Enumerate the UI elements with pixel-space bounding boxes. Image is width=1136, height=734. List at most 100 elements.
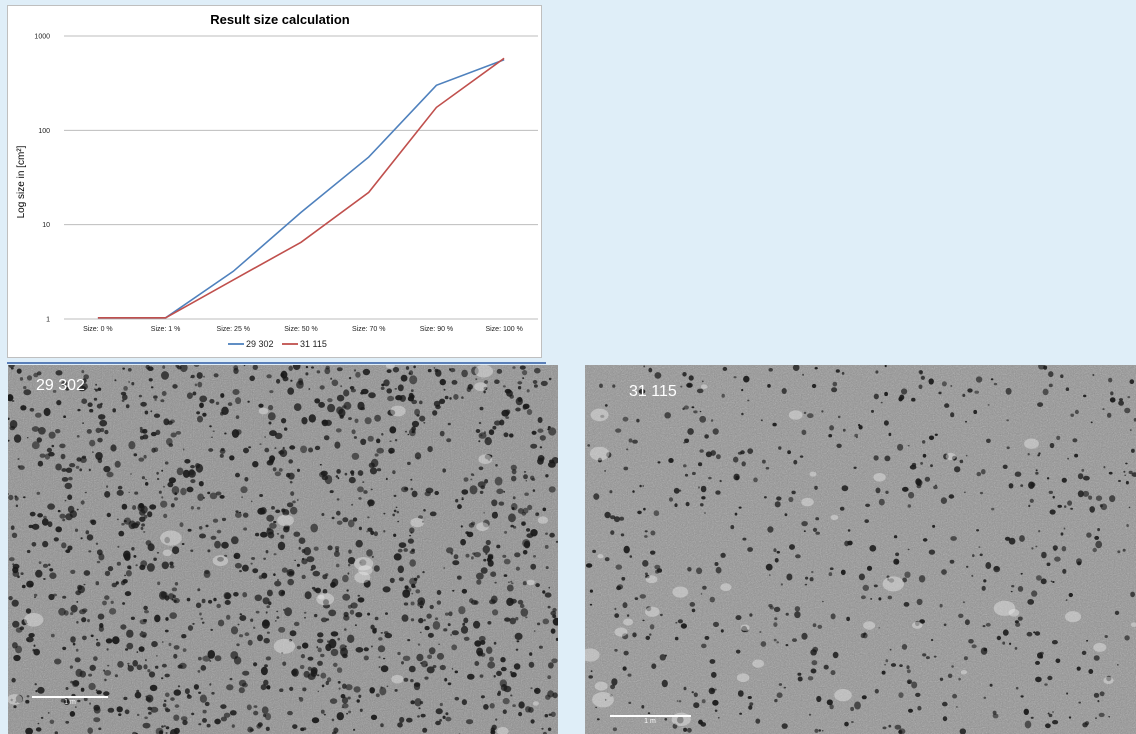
texture-spot <box>489 656 494 662</box>
texture-spot <box>502 697 510 705</box>
texture-spot <box>636 418 640 423</box>
texture-spot <box>264 436 266 438</box>
texture-spot <box>676 700 679 702</box>
texture-spot <box>143 605 148 611</box>
texture-spot <box>61 477 69 482</box>
texture-spot <box>264 713 272 721</box>
texture-spot <box>292 500 296 504</box>
texture-spot <box>40 716 44 719</box>
texture-spot <box>13 705 17 709</box>
texture-spot <box>555 540 558 543</box>
texture-highlight <box>354 571 371 583</box>
texture-spot <box>358 497 362 500</box>
texture-spot <box>322 574 328 580</box>
texture-spot <box>43 515 47 519</box>
texture-spot <box>1061 546 1067 552</box>
texture-spot <box>928 549 936 555</box>
texture-spot <box>759 631 762 633</box>
texture-spot <box>198 723 202 726</box>
texture-spot <box>141 631 143 633</box>
texture-spot <box>657 461 661 464</box>
texture-spot <box>629 555 633 558</box>
texture-spot <box>209 683 212 686</box>
texture-spot <box>262 620 270 627</box>
texture-spot <box>269 455 276 462</box>
texture-spot <box>369 687 376 694</box>
texture-spot <box>127 664 130 667</box>
texture-spot <box>380 665 389 673</box>
texture-spot <box>128 491 130 493</box>
texture-spot <box>357 597 365 603</box>
texture-spot <box>1077 561 1082 566</box>
texture-spot <box>232 389 240 395</box>
texture-spot <box>110 600 114 604</box>
texture-spot <box>1117 550 1121 554</box>
texture-spot <box>239 615 247 621</box>
texture-spot <box>49 572 57 579</box>
texture-spot <box>941 381 947 387</box>
texture-spot <box>908 708 913 713</box>
texture-spot <box>26 549 31 554</box>
texture-spot <box>928 435 935 441</box>
texture-spot <box>127 565 132 569</box>
texture-spot <box>517 381 523 385</box>
texture-spot <box>496 670 502 677</box>
texture-spot <box>907 445 910 447</box>
texture-spot <box>493 641 497 645</box>
texture-spot <box>614 648 618 652</box>
texture-spot <box>262 597 270 605</box>
texture-spot <box>836 443 842 448</box>
texture-spot <box>930 464 933 468</box>
texture-spot <box>767 526 774 533</box>
texture-spot <box>639 594 646 599</box>
texture-spot <box>60 698 66 703</box>
texture-spot <box>668 497 674 502</box>
texture-spot <box>452 560 460 566</box>
texture-spot <box>653 510 660 517</box>
texture-spot <box>801 429 807 435</box>
texture-spot <box>1037 402 1044 407</box>
texture-spot <box>61 380 68 387</box>
texture-spot <box>917 705 922 711</box>
texture-spot <box>680 623 687 629</box>
texture-spot <box>321 513 325 516</box>
texture-spot <box>448 611 453 617</box>
texture-spot <box>432 410 438 416</box>
texture-spot <box>673 487 680 494</box>
texture-spot <box>192 391 197 396</box>
texture-spot <box>491 595 498 604</box>
texture-spot <box>145 482 149 486</box>
texture-highlight <box>532 701 540 706</box>
texture-highlight <box>537 516 549 524</box>
texture-spot <box>950 412 955 418</box>
texture-spot <box>276 378 281 384</box>
texture-spot <box>503 574 508 577</box>
texture-spot <box>54 658 62 665</box>
texture-spot <box>1046 477 1050 480</box>
texture-spot <box>266 589 273 597</box>
texture-spot <box>962 393 966 397</box>
texture-spot <box>495 511 498 514</box>
texture-spot <box>980 491 983 495</box>
texture-spot <box>127 368 132 372</box>
texture-spot <box>451 630 459 636</box>
texture-spot <box>95 383 97 386</box>
texture-spot <box>621 576 626 581</box>
texture-spot <box>503 491 506 493</box>
texture-spot <box>952 693 958 699</box>
texture-spot <box>649 633 652 636</box>
texture-spot <box>274 432 283 440</box>
texture-spot <box>307 656 314 661</box>
texture-spot <box>144 410 149 415</box>
texture-spot <box>286 472 291 478</box>
texture-spot <box>197 493 204 501</box>
texture-spot <box>753 477 758 483</box>
texture-spot <box>26 695 30 698</box>
texture-spot <box>314 613 318 618</box>
texture-spot <box>273 553 277 556</box>
texture-spot <box>122 394 128 401</box>
texture-spot <box>439 378 446 386</box>
texture-spot <box>198 481 204 487</box>
texture-spot <box>67 545 73 551</box>
texture-spot <box>1106 675 1112 682</box>
